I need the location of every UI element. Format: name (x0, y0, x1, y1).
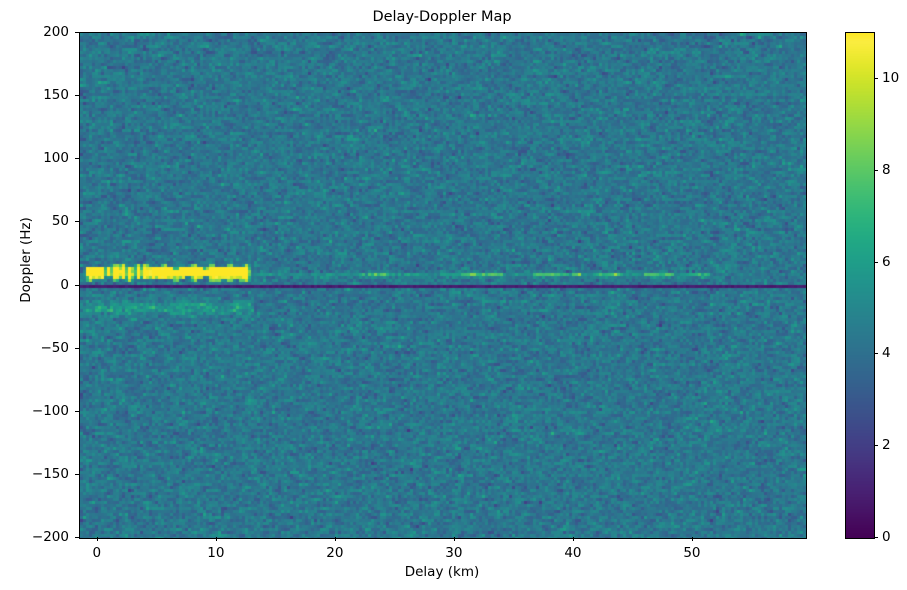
colorbar-tick-label: 10 (882, 69, 900, 86)
y-tick-mark (75, 95, 79, 97)
x-tick-mark (215, 537, 217, 541)
y-tick-mark (75, 347, 79, 349)
x-axis-label: Delay (km) (404, 564, 480, 580)
y-tick-label: 0 (60, 276, 69, 293)
y-tick-mark (75, 410, 79, 412)
y-tick-mark (75, 221, 79, 223)
y-tick-label: 150 (43, 87, 69, 104)
x-tick-mark (691, 537, 694, 541)
colorbar-gradient (846, 33, 874, 538)
x-tick-label: 10 (207, 545, 225, 561)
page-title: Delay-Doppler Map (372, 9, 512, 25)
x-tick-label: 30 (445, 545, 463, 561)
colorbar-tick-mark (874, 77, 878, 79)
y-tick-label: −200 (31, 529, 69, 545)
colorbar-tick-label: 2 (882, 437, 891, 454)
y-tick-label: 100 (43, 150, 69, 167)
y-tick-label: 200 (43, 24, 69, 40)
delay-doppler-heatmap (80, 33, 806, 538)
y-tick-label: −50 (40, 339, 70, 356)
y-tick-mark (75, 473, 79, 475)
x-tick-label: 50 (683, 545, 701, 561)
colorbar-tick-mark (874, 353, 878, 355)
colorbar-tick-mark (874, 169, 878, 171)
x-tick-mark (96, 537, 98, 541)
x-tick-mark (572, 537, 574, 541)
colorbar-tick-label: 4 (882, 345, 891, 362)
y-tick-mark (75, 158, 79, 160)
x-tick-label: 0 (92, 545, 102, 561)
x-tick-label: 40 (564, 545, 582, 561)
colorbar-tick-label: 0 (882, 529, 891, 545)
colorbar-tick-mark (874, 537, 878, 539)
y-tick-mark (75, 284, 79, 286)
x-tick-label: 20 (326, 545, 344, 561)
colorbar (845, 32, 875, 539)
y-tick-mark (75, 32, 79, 34)
colorbar-tick-mark (874, 261, 878, 263)
y-tick-mark (75, 537, 79, 539)
y-axis-label: Doppler (Hz) (18, 217, 34, 303)
x-tick-mark (334, 537, 336, 541)
heatmap-axes (79, 32, 807, 539)
colorbar-tick-mark (874, 445, 878, 447)
y-tick-label: 50 (51, 213, 69, 230)
y-tick-label: −100 (31, 402, 69, 419)
colorbar-tick-label: 8 (882, 161, 891, 178)
colorbar-tick-label: 6 (882, 253, 891, 270)
y-tick-label: −150 (31, 465, 69, 482)
x-tick-mark (453, 537, 455, 541)
